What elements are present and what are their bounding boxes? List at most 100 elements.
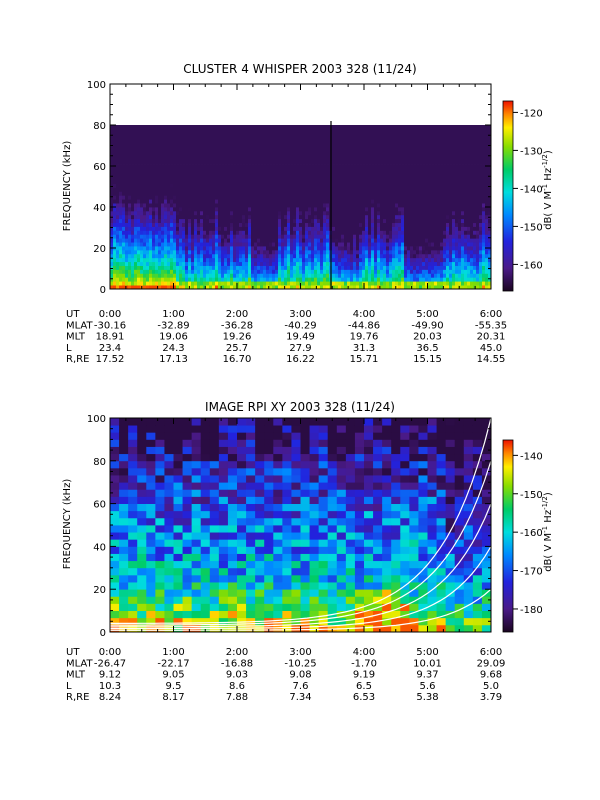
whisper-spectrogram-cell — [197, 156, 201, 161]
whisper-spectrogram-cell — [320, 179, 324, 184]
whisper-spectrogram-cell — [212, 273, 216, 278]
whisper-spectrogram-cell — [254, 140, 258, 145]
whisper-spectrogram-cell — [380, 179, 384, 184]
whisper-spectrogram-cell — [119, 218, 123, 224]
whisper-spectrogram-cell — [407, 246, 411, 251]
whisper-spectrogram-cell — [344, 285, 348, 289]
whisper-spectrogram-cell — [425, 218, 429, 224]
whisper-spectrogram-cell — [164, 179, 168, 184]
whisper-spectrogram-cell — [386, 183, 390, 188]
whisper-spectrogram-cell — [413, 253, 417, 259]
whisper-spectrogram-cell — [353, 281, 357, 286]
whisper-spectrogram-cell — [266, 132, 270, 138]
whisper-spectrogram-cell — [128, 273, 132, 278]
whisper-spectrogram-cell — [143, 125, 147, 130]
whisper-spectrogram-cell — [167, 210, 171, 216]
whisper-spectrogram-cell — [194, 207, 198, 212]
whisper-spectrogram-cell — [251, 281, 255, 286]
whisper-spectrogram-cell — [386, 226, 390, 231]
whisper-spectrogram-cell — [311, 281, 315, 286]
whisper-spectrogram-cell — [236, 265, 240, 270]
whisper-spectrogram-cell — [200, 171, 204, 177]
whisper-spectrogram-cell — [176, 273, 180, 278]
whisper-spectrogram-cell — [347, 179, 351, 184]
whisper-spectrogram-cell — [347, 152, 351, 157]
whisper-spectrogram-cell — [323, 195, 327, 200]
whisper-spectrogram-cell — [365, 234, 369, 239]
whisper-spectrogram-cell — [305, 234, 309, 239]
whisper-spectrogram-cell — [128, 226, 132, 231]
whisper-spectrogram-cell — [134, 253, 138, 259]
whisper-spectrogram-cell — [353, 191, 357, 196]
whisper-spectrogram-cell — [290, 261, 294, 266]
whisper-spectrogram-cell — [143, 171, 147, 177]
whisper-spectrogram-cell — [404, 156, 408, 161]
whisper-spectrogram-cell — [251, 128, 255, 134]
whisper-spectrogram-cell — [395, 226, 399, 231]
whisper-spectrogram-cell — [188, 222, 192, 227]
whisper-spectrogram-cell — [278, 156, 282, 161]
whisper-spectrogram-cell — [179, 128, 183, 134]
whisper-spectrogram-cell — [203, 238, 207, 243]
whisper-spectrogram-cell — [449, 164, 453, 169]
whisper-spectrogram-cell — [323, 253, 327, 259]
whisper-spectrogram-cell — [437, 249, 441, 255]
whisper-spectrogram-cell — [398, 203, 402, 208]
whisper-spectrogram-cell — [188, 277, 192, 282]
whisper-spectrogram-cell — [119, 249, 123, 255]
whisper-spectrogram-cell — [224, 210, 228, 216]
whisper-spectrogram-cell — [284, 253, 288, 259]
whisper-spectrogram-cell — [422, 207, 426, 212]
whisper-spectrogram-cell — [386, 191, 390, 196]
whisper-spectrogram-cell — [245, 156, 249, 161]
whisper-spectrogram-cell — [359, 187, 363, 192]
whisper-spectrogram-cell — [293, 152, 297, 157]
whisper-spectrogram-cell — [263, 265, 267, 270]
whisper-spectrogram-cell — [254, 167, 258, 173]
whisper-spectrogram-cell — [263, 156, 267, 161]
whisper-spectrogram-cell — [410, 136, 414, 142]
whisper-spectrogram-cell — [182, 128, 186, 134]
whisper-spectrogram-cell — [365, 164, 369, 169]
whisper-spectrogram-cell — [173, 218, 177, 224]
whisper-spectrogram-cell — [419, 218, 423, 224]
whisper-spectrogram-cell — [254, 152, 258, 157]
whisper-spectrogram-cell — [311, 265, 315, 270]
whisper-spectrogram-cell — [458, 183, 462, 188]
whisper-spectrogram-cell — [185, 183, 189, 188]
whisper-spectrogram-cell — [218, 164, 222, 169]
whisper-spectrogram-cell — [221, 187, 225, 192]
whisper-spectrogram-cell — [371, 214, 375, 220]
whisper-spectrogram-cell — [125, 183, 129, 188]
whisper-spectrogram-cell — [149, 136, 153, 142]
whisper-spectrogram-cell — [179, 199, 183, 204]
whisper-spectrogram-cell — [287, 128, 291, 134]
whisper-spectrogram-cell — [377, 144, 381, 149]
whisper-spectrogram-cell — [269, 175, 273, 181]
whisper-spectrogram-cell — [278, 238, 282, 243]
whisper-spectrogram-cell — [287, 191, 291, 196]
whisper-spectrogram-cell — [179, 179, 183, 184]
whisper-spectrogram-cell — [182, 164, 186, 169]
whisper-spectrogram-cell — [290, 148, 294, 153]
whisper-spectrogram-cell — [356, 281, 360, 286]
whisper-spectrogram-cell — [320, 136, 324, 142]
whisper-spectrogram-cell — [188, 265, 192, 270]
whisper-spectrogram-cell — [164, 246, 168, 251]
whisper-spectrogram-cell — [368, 277, 372, 282]
whisper-spectrogram-cell — [122, 234, 126, 239]
whisper-spectrogram-cell — [227, 164, 231, 169]
whisper-spectrogram-cell — [278, 281, 282, 286]
whisper-spectrogram-cell — [458, 246, 462, 251]
whisper-spectrogram-cell — [125, 214, 129, 220]
whisper-spectrogram-cell — [194, 140, 198, 145]
whisper-spectrogram-cell — [389, 132, 393, 138]
whisper-spectrogram-cell — [437, 277, 441, 282]
whisper-spectrogram-cell — [203, 171, 207, 177]
whisper-spectrogram-cell — [275, 226, 279, 231]
whisper-spectrogram-cell — [389, 273, 393, 278]
whisper-spectrogram-cell — [209, 257, 213, 263]
whisper-spectrogram-cell — [224, 164, 228, 169]
whisper-spectrogram-cell — [278, 226, 282, 231]
whisper-spectrogram-cell — [191, 125, 195, 130]
